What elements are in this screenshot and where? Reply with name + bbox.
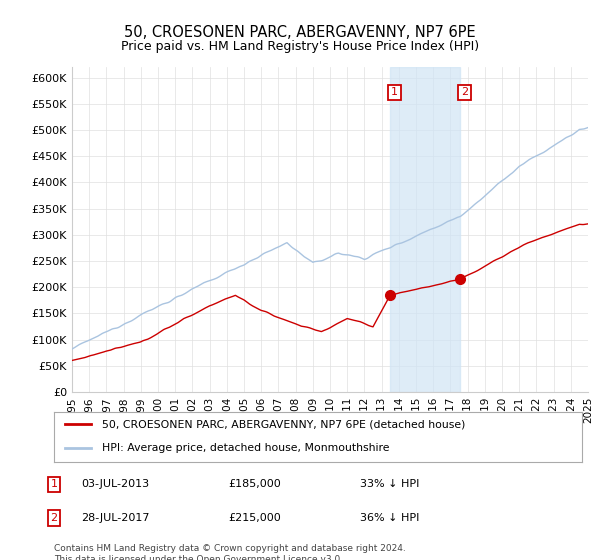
Text: 36% ↓ HPI: 36% ↓ HPI — [360, 513, 419, 523]
Text: 2: 2 — [461, 87, 469, 97]
Text: 1: 1 — [50, 479, 58, 489]
Bar — [390, 67, 460, 392]
Text: 33% ↓ HPI: 33% ↓ HPI — [360, 479, 419, 489]
Text: £185,000: £185,000 — [228, 479, 281, 489]
Text: Contains HM Land Registry data © Crown copyright and database right 2024.
This d: Contains HM Land Registry data © Crown c… — [54, 544, 406, 560]
Text: 2: 2 — [50, 513, 58, 523]
Text: 03-JUL-2013: 03-JUL-2013 — [81, 479, 149, 489]
Text: 1: 1 — [391, 87, 398, 97]
Text: 50, CROESONEN PARC, ABERGAVENNY, NP7 6PE: 50, CROESONEN PARC, ABERGAVENNY, NP7 6PE — [124, 25, 476, 40]
Text: 28-JUL-2017: 28-JUL-2017 — [81, 513, 149, 523]
Text: 50, CROESONEN PARC, ABERGAVENNY, NP7 6PE (detached house): 50, CROESONEN PARC, ABERGAVENNY, NP7 6PE… — [101, 419, 465, 429]
Text: Price paid vs. HM Land Registry's House Price Index (HPI): Price paid vs. HM Land Registry's House … — [121, 40, 479, 53]
Text: HPI: Average price, detached house, Monmouthshire: HPI: Average price, detached house, Monm… — [101, 443, 389, 453]
Text: £215,000: £215,000 — [228, 513, 281, 523]
